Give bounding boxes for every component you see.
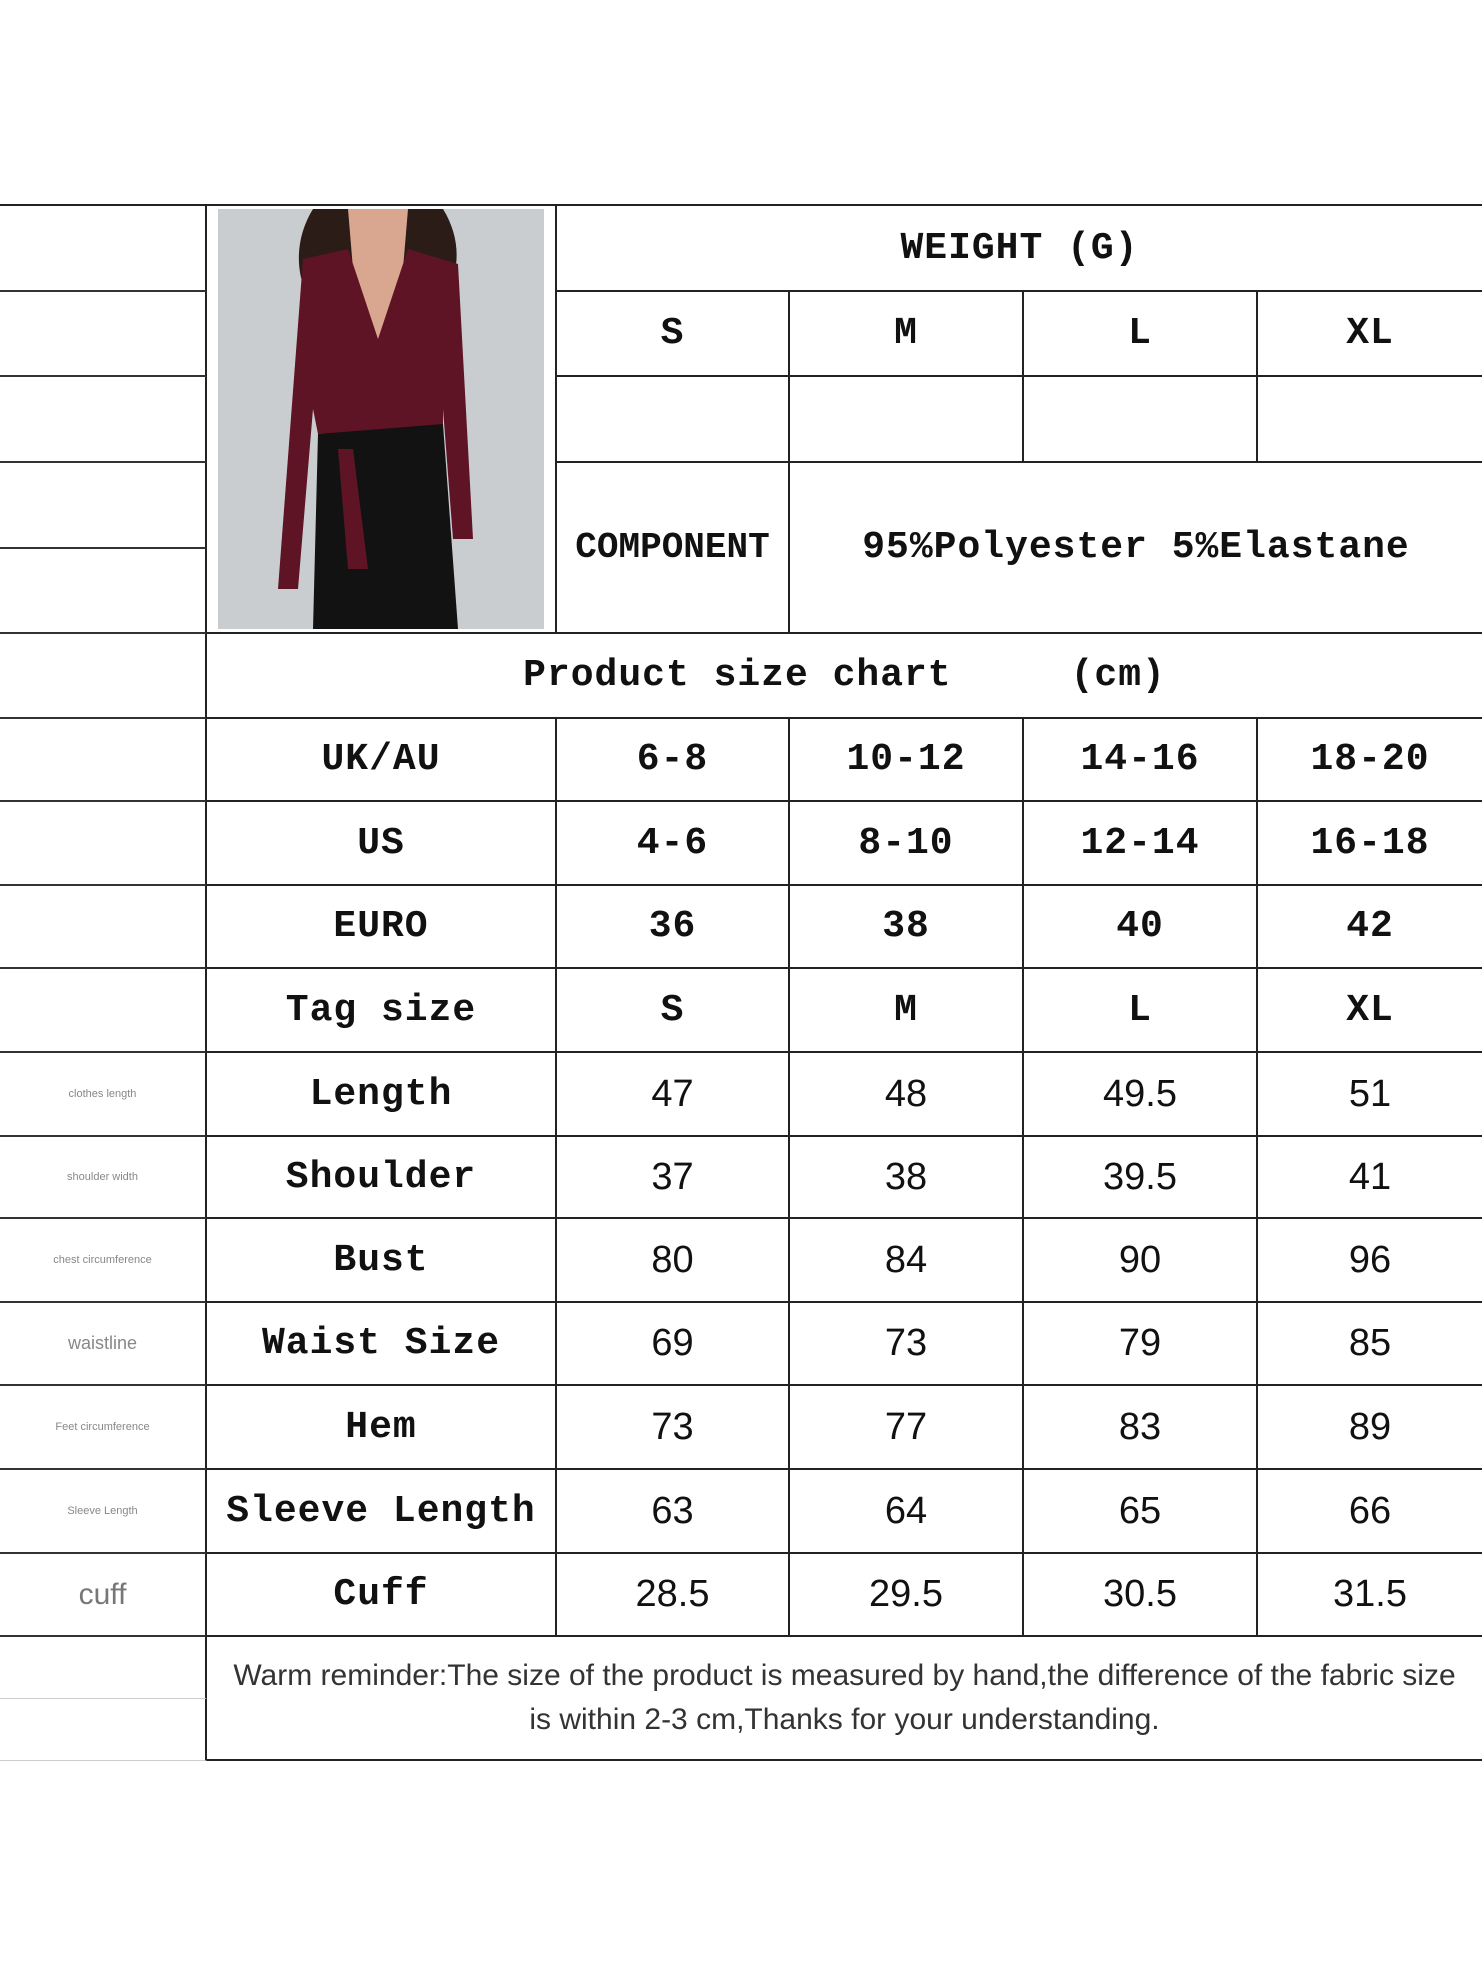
size-value: S <box>557 969 790 1053</box>
weight-title: WEIGHT (G) <box>557 206 1482 292</box>
size-value: 39.5 <box>1024 1137 1258 1219</box>
size-value: 6-8 <box>557 719 790 802</box>
size-value: 66 <box>1258 1470 1482 1554</box>
size-value: 73 <box>790 1303 1024 1386</box>
size-value: 73 <box>557 1386 790 1470</box>
size-value: 30.5 <box>1024 1554 1258 1637</box>
size-value: 65 <box>1024 1470 1258 1554</box>
component-label: COMPONENT <box>557 463 790 634</box>
measurement-hint: Sleeve Length <box>0 1470 207 1554</box>
size-value: M <box>790 969 1024 1053</box>
row-label: EURO <box>207 886 557 969</box>
size-value: 79 <box>1024 1303 1258 1386</box>
measurement-hint: cuff <box>0 1554 207 1637</box>
weight-size-xl: XL <box>1258 292 1482 377</box>
weight-value-l <box>1024 377 1258 463</box>
side-cell <box>0 1637 207 1699</box>
row-label: Bust <box>207 1219 557 1303</box>
size-value: 96 <box>1258 1219 1482 1303</box>
size-value: 77 <box>790 1386 1024 1470</box>
side-cell <box>0 206 207 292</box>
measurement-hint <box>0 719 207 802</box>
size-value: 14-16 <box>1024 719 1258 802</box>
size-value: 38 <box>790 1137 1024 1219</box>
size-value: 4-6 <box>557 802 790 886</box>
size-chart-title: Product size chart (cm) <box>207 634 1482 719</box>
measurement-hint: clothes length <box>0 1053 207 1137</box>
weight-value-m <box>790 377 1024 463</box>
size-value: L <box>1024 969 1258 1053</box>
row-label: Length <box>207 1053 557 1137</box>
measurement-hint: Feet circumference <box>0 1386 207 1470</box>
warm-reminder: Warm reminder:The size of the product is… <box>207 1637 1482 1761</box>
row-label: Cuff <box>207 1554 557 1637</box>
size-value: 38 <box>790 886 1024 969</box>
row-label: Sleeve Length <box>207 1470 557 1554</box>
size-value: 63 <box>557 1470 790 1554</box>
size-value: 36 <box>557 886 790 969</box>
side-cell <box>0 1699 207 1761</box>
component-value: 95%Polyester 5%Elastane <box>790 463 1482 634</box>
weight-size-m: M <box>790 292 1024 377</box>
weight-size-s: S <box>557 292 790 377</box>
side-cell <box>0 549 207 634</box>
size-value: 90 <box>1024 1219 1258 1303</box>
size-value: 41 <box>1258 1137 1482 1219</box>
size-value: 31.5 <box>1258 1554 1482 1637</box>
size-value: 16-18 <box>1258 802 1482 886</box>
size-value: 47 <box>557 1053 790 1137</box>
size-value: 12-14 <box>1024 802 1258 886</box>
size-value: XL <box>1258 969 1482 1053</box>
size-value: 85 <box>1258 1303 1482 1386</box>
size-value: 49.5 <box>1024 1053 1258 1137</box>
size-value: 18-20 <box>1258 719 1482 802</box>
side-cell <box>0 292 207 377</box>
size-value: 10-12 <box>790 719 1024 802</box>
measurement-hint: shoulder width <box>0 1137 207 1219</box>
measurement-hint <box>0 886 207 969</box>
weight-size-l: L <box>1024 292 1258 377</box>
size-value: 40 <box>1024 886 1258 969</box>
side-cell <box>0 634 207 719</box>
row-label: US <box>207 802 557 886</box>
size-value: 84 <box>790 1219 1024 1303</box>
product-photo <box>207 206 557 634</box>
measurement-hint <box>0 802 207 886</box>
size-value: 69 <box>557 1303 790 1386</box>
size-value: 28.5 <box>557 1554 790 1637</box>
size-value: 29.5 <box>790 1554 1024 1637</box>
size-value: 8-10 <box>790 802 1024 886</box>
size-value: 42 <box>1258 886 1482 969</box>
row-label: Shoulder <box>207 1137 557 1219</box>
row-label: Hem <box>207 1386 557 1470</box>
row-label: UK/AU <box>207 719 557 802</box>
measurement-hint: waistline <box>0 1303 207 1386</box>
size-value: 64 <box>790 1470 1024 1554</box>
measurement-hint <box>0 969 207 1053</box>
weight-value-xl <box>1258 377 1482 463</box>
row-label: Waist Size <box>207 1303 557 1386</box>
side-cell <box>0 377 207 463</box>
size-value: 83 <box>1024 1386 1258 1470</box>
side-cell <box>0 463 207 549</box>
size-chart-table: WEIGHT (G) S M L XL COMPONENT 95%Polyest… <box>0 204 1482 1761</box>
size-value: 37 <box>557 1137 790 1219</box>
weight-value-s <box>557 377 790 463</box>
measurement-hint: chest circumference <box>0 1219 207 1303</box>
product-photo-image <box>218 209 544 629</box>
size-value: 51 <box>1258 1053 1482 1137</box>
size-value: 89 <box>1258 1386 1482 1470</box>
size-value: 80 <box>557 1219 790 1303</box>
row-label: Tag size <box>207 969 557 1053</box>
size-value: 48 <box>790 1053 1024 1137</box>
